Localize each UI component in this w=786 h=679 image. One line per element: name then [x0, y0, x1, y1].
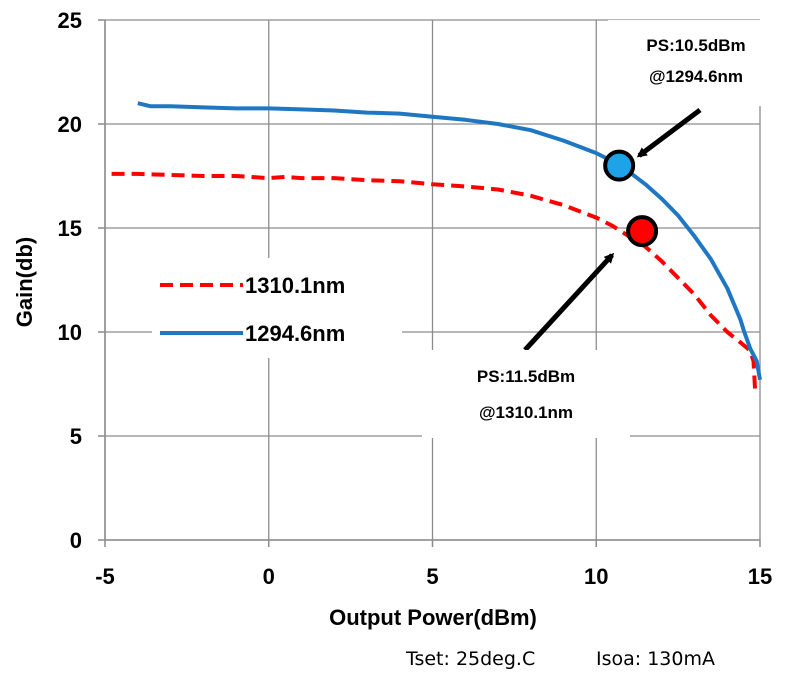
marker-ps-1310 [626, 215, 659, 248]
y-tick-label-0: 0 [70, 528, 82, 553]
arrow-1294 [636, 107, 702, 158]
y-axis-title: Gain(db) [12, 237, 37, 327]
test-conditions: Tset: 25deg.C Isoa: 130mA [0, 648, 786, 676]
series-line-13101nm [111, 171, 758, 391]
ps-markers [603, 149, 659, 248]
marker-ps-1294 [603, 149, 636, 182]
annotation-1294-line1: PS:10.5dBm [646, 36, 745, 55]
annotation-1310: PS:11.5dBm @1310.1nm [422, 350, 630, 438]
axes [98, 19, 761, 547]
annotation-1294-line2: @1294.6nm [649, 67, 743, 86]
annotation-1310-line1: PS:11.5dBm [477, 367, 575, 386]
series-line-12946nm [137, 101, 762, 381]
y-tick-label-4: 20 [58, 112, 82, 137]
x-tick-label-2: 5 [426, 564, 438, 589]
legend-label-1310: 1310.1nm [245, 273, 345, 298]
legend: 1310.1nm 1294.6nm [152, 258, 402, 358]
annotation-1294: PS:10.5dBm @1294.6nm [608, 20, 780, 106]
annotation-1310-line2: @1310.1nm [479, 403, 573, 422]
tset-label: Tset: 25deg.C [406, 648, 536, 670]
y-tick-label-2: 10 [58, 320, 82, 345]
tick-labels: -5 0 5 10 15 0 5 10 15 20 25 [58, 8, 773, 589]
legend-label-1294: 1294.6nm [245, 321, 345, 346]
series-lines [111, 101, 762, 391]
y-tick-label-5: 25 [58, 8, 82, 33]
x-tick-label-3: 10 [584, 564, 608, 589]
gain-chart: -5 0 5 10 15 0 5 10 15 20 25 1310.1nm 1294.6nm PS:… [12, 8, 780, 630]
x-tick-label-1: 0 [263, 564, 275, 589]
isoa-label: Isoa: 130mA [596, 648, 715, 670]
y-tick-label-3: 15 [58, 216, 82, 241]
x-axis-title: Output Power(dBm) [329, 605, 537, 630]
annotation-arrows [523, 107, 702, 352]
y-tick-label-1: 5 [70, 424, 82, 449]
arrow-1310 [523, 252, 615, 352]
x-tick-label-0: -5 [95, 564, 115, 589]
x-tick-label-4: 15 [748, 564, 772, 589]
